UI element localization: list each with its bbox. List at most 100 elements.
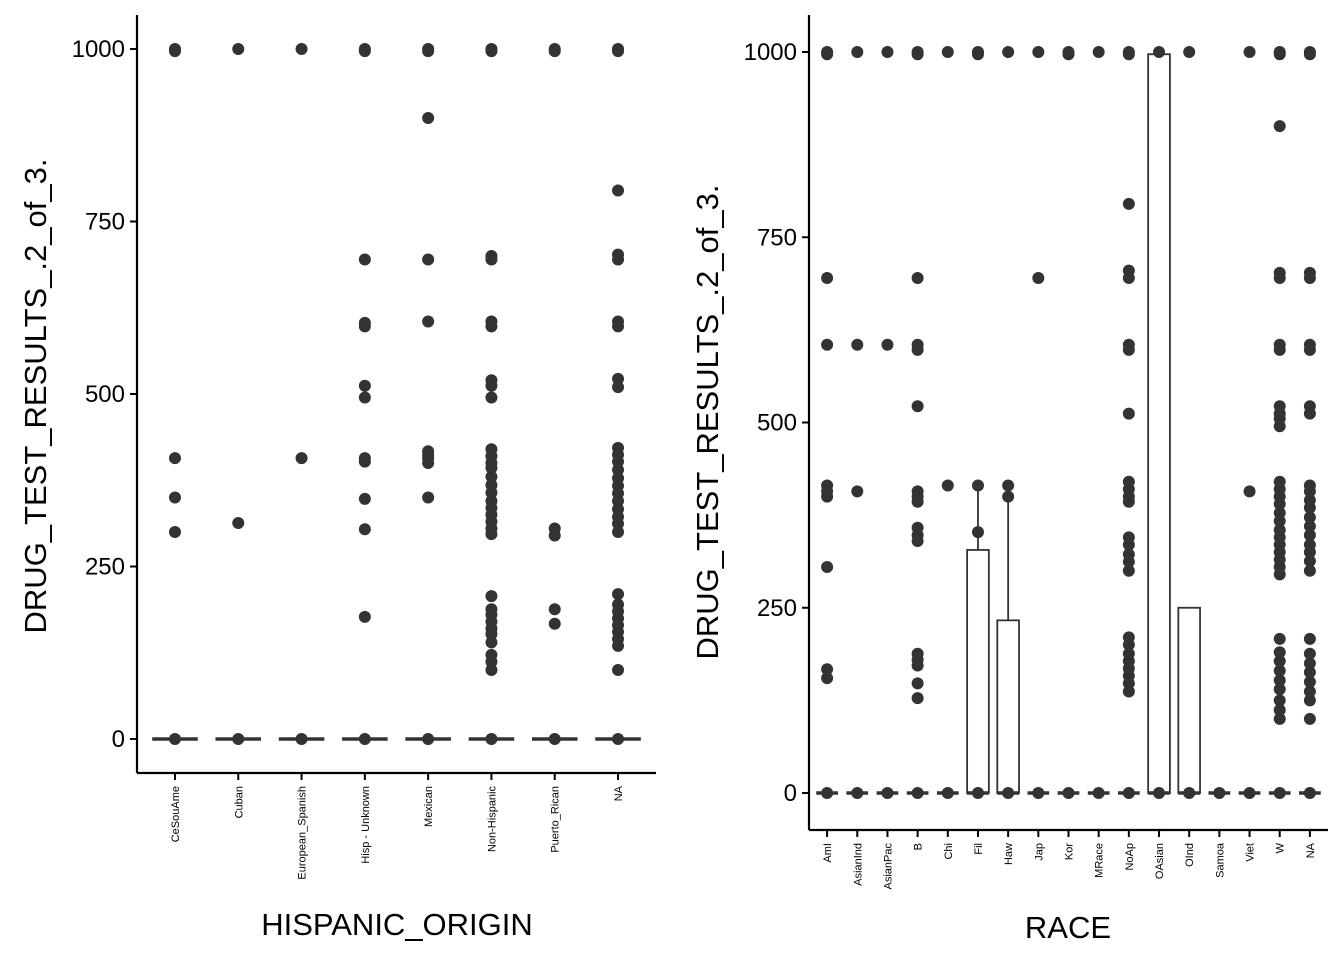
p1-point-group bbox=[612, 43, 625, 745]
p2-xtick-label: Samoa bbox=[1214, 842, 1226, 878]
p2-data-point bbox=[971, 787, 984, 799]
p1-data-point bbox=[485, 250, 498, 262]
p1-data-point bbox=[168, 491, 181, 504]
p1-data-point bbox=[485, 636, 498, 649]
p2-point-group bbox=[1243, 46, 1256, 799]
p1-data-point bbox=[358, 492, 371, 505]
p1-ytick-label: 0 bbox=[112, 726, 125, 753]
p1-data-point bbox=[232, 517, 245, 530]
p2-data-point bbox=[821, 272, 834, 285]
p2-data-point bbox=[1273, 506, 1286, 519]
p2-data-point bbox=[1303, 479, 1316, 492]
p1-data-point bbox=[612, 184, 625, 197]
p2-data-point bbox=[1303, 46, 1316, 58]
p2-data-point bbox=[1122, 531, 1135, 544]
p1-data-point bbox=[295, 43, 308, 55]
p2-data-point bbox=[1273, 655, 1286, 668]
p1-data-point bbox=[232, 733, 245, 745]
p2-y-axis-title: DRUG_TEST_RESULTS_.2_of_3. bbox=[690, 185, 725, 660]
p2-data-point bbox=[1303, 338, 1316, 351]
p1-data-point bbox=[485, 479, 498, 492]
p2-data-point bbox=[1273, 683, 1286, 696]
p1-data-point bbox=[612, 733, 625, 745]
p1-data-point bbox=[422, 112, 435, 124]
p2-box-body bbox=[996, 619, 1020, 794]
p1-data-point bbox=[358, 610, 371, 623]
p2-data-point bbox=[1002, 46, 1015, 58]
p1-ytick-label: 750 bbox=[85, 209, 125, 236]
p2-data-point bbox=[1122, 407, 1135, 420]
p2-data-point bbox=[821, 672, 834, 685]
p2-point-group bbox=[821, 46, 834, 799]
p2-ytick-label: 750 bbox=[757, 224, 797, 251]
p2-data-point bbox=[1303, 632, 1316, 645]
p1-data-point bbox=[232, 43, 245, 55]
p2-data-point bbox=[1122, 647, 1135, 660]
p2-data-point bbox=[1273, 674, 1286, 687]
p2-data-point bbox=[1183, 46, 1196, 58]
p1-data-point bbox=[168, 733, 181, 745]
p2-xtick-label: OAsian bbox=[1154, 843, 1166, 879]
p2-ytick-label: 1000 bbox=[744, 39, 797, 66]
p2-data-point bbox=[941, 787, 954, 799]
p2-point-group bbox=[881, 46, 894, 799]
p1-data-point bbox=[612, 248, 625, 261]
p1-point-group bbox=[168, 43, 181, 745]
p2-data-point bbox=[1032, 46, 1045, 58]
p2-data-point bbox=[1273, 400, 1286, 413]
p2-data-point bbox=[1122, 631, 1135, 644]
p2-data-point bbox=[1032, 272, 1045, 285]
p2-data-point bbox=[911, 787, 924, 799]
p1-panel: 0 250 500 750 1000 CeSouAme Cuban European_Span… bbox=[18, 15, 656, 942]
p2-data-point bbox=[1273, 46, 1286, 58]
p2-box-body bbox=[1147, 53, 1171, 794]
p2-data-point bbox=[911, 272, 924, 285]
p1-data-point bbox=[358, 523, 371, 536]
p1-xtick-label: European_Spanish bbox=[297, 786, 309, 880]
p2-data-point bbox=[1122, 548, 1135, 561]
p2-xtick-label: MRace bbox=[1094, 843, 1106, 878]
p1-data-point bbox=[548, 733, 561, 745]
p1-data-point bbox=[485, 470, 498, 483]
p2-data-point bbox=[1243, 787, 1256, 799]
p2-data-point bbox=[821, 479, 834, 492]
p2-x-axis-title: RACE bbox=[1025, 910, 1111, 945]
p2-data-point bbox=[1183, 787, 1196, 799]
p2-point-group bbox=[851, 46, 864, 799]
p2-point-group bbox=[1183, 46, 1196, 799]
p2-panel: 0 250 500 750 1000 AmI AsianInd AsianPac B Chi Fil… bbox=[690, 15, 1328, 945]
p2-data-point bbox=[1303, 564, 1316, 577]
p2-point-group bbox=[1002, 46, 1015, 799]
p1-data-point bbox=[485, 43, 498, 55]
p1-data-point bbox=[485, 664, 498, 676]
p2-data-point bbox=[911, 485, 924, 498]
p1-data-point bbox=[295, 733, 308, 745]
p2-xtick-label: Jap bbox=[1033, 843, 1045, 861]
p1-data-point bbox=[612, 372, 625, 385]
p2-point-group bbox=[1032, 46, 1045, 799]
p2-data-point bbox=[1002, 787, 1015, 799]
p2-data-point bbox=[1122, 46, 1135, 58]
p2-box-body bbox=[1177, 606, 1201, 794]
p1-data-point bbox=[548, 522, 561, 535]
p2-data-point bbox=[1273, 787, 1286, 799]
p2-data-point bbox=[881, 46, 894, 58]
p2-point-group bbox=[1092, 46, 1105, 799]
p2-data-point bbox=[911, 647, 924, 660]
p1-data-point bbox=[612, 441, 625, 454]
p2-ytick-label: 500 bbox=[757, 410, 797, 437]
p1-ytick-label: 1000 bbox=[72, 36, 125, 63]
p2-data-point bbox=[1092, 46, 1105, 58]
p1-point-group bbox=[485, 43, 498, 745]
p2-data-point bbox=[1273, 704, 1286, 717]
p2-box bbox=[1147, 52, 1171, 795]
p2-xtick-label: AsianInd bbox=[852, 843, 864, 886]
p2-data-point bbox=[1303, 787, 1316, 799]
p2-data-point bbox=[1273, 523, 1286, 536]
p1-data-point bbox=[485, 494, 498, 507]
p2-data-point bbox=[851, 46, 864, 58]
p2-data-point bbox=[1153, 787, 1166, 799]
p1-data-point bbox=[612, 472, 625, 485]
p2-point-group bbox=[1062, 46, 1075, 799]
